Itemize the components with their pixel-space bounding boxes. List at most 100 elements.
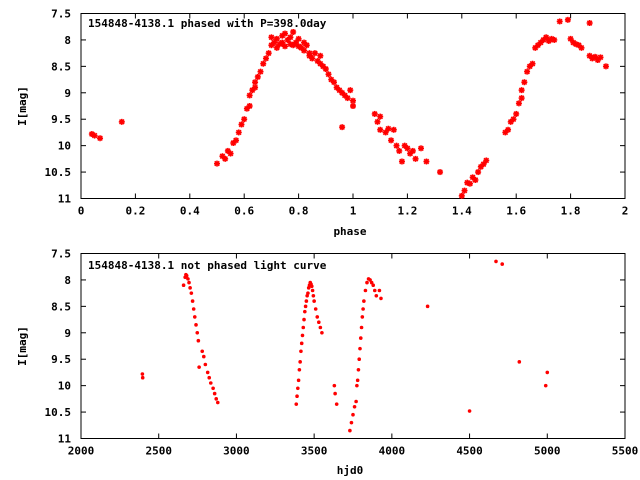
- data-point: [377, 288, 382, 293]
- data-point: [467, 409, 472, 413]
- data-point: [365, 280, 369, 285]
- data-point: [393, 142, 400, 149]
- data-point: [352, 404, 357, 409]
- data-point: [313, 307, 318, 311]
- data-point: [265, 50, 272, 57]
- data-point: [295, 394, 299, 399]
- data-point: [192, 315, 197, 319]
- data-point: [472, 177, 479, 183]
- data-point: [189, 291, 194, 295]
- data-point: [311, 293, 316, 298]
- y-tick-label: 9.5: [51, 353, 71, 366]
- data-point: [510, 116, 517, 123]
- data-point: [466, 180, 473, 187]
- x-tick-label: 1.6: [506, 205, 526, 218]
- y-tick-label: 9: [64, 87, 71, 100]
- y-tick-label: 10: [58, 140, 71, 153]
- data-point: [205, 370, 210, 375]
- data-point: [312, 299, 316, 303]
- x-tick-label: 2000: [68, 445, 95, 458]
- data-point: [317, 320, 321, 325]
- data-point: [187, 280, 191, 285]
- data-point: [233, 137, 240, 144]
- y-tick-label: 9: [64, 327, 71, 340]
- data-point: [299, 341, 304, 346]
- data-point: [300, 333, 305, 338]
- data-point: [310, 284, 314, 289]
- unphased-light-curve-panel: 154848-4138.1 not phased light curve hjd…: [16, 248, 638, 478]
- data-point: [586, 20, 593, 27]
- data-point: [423, 158, 430, 165]
- data-point: [334, 402, 339, 406]
- x-tick-label: 0: [78, 205, 85, 218]
- data-point: [355, 378, 360, 383]
- data-point: [294, 402, 299, 406]
- data-point: [186, 277, 190, 281]
- data-point: [320, 330, 324, 335]
- y-tick-label: 10: [58, 380, 71, 393]
- data-point: [299, 349, 303, 354]
- data-point: [351, 412, 355, 417]
- data-point: [372, 288, 377, 293]
- y-tick-label: 9.5: [51, 113, 71, 126]
- data-point: [296, 378, 301, 383]
- data-point: [297, 367, 302, 372]
- data-point: [545, 370, 550, 375]
- data-point: [246, 103, 253, 109]
- x-tick-label: 0.2: [125, 205, 145, 218]
- data-point: [197, 365, 201, 369]
- data-point: [358, 336, 363, 340]
- data-point: [303, 42, 310, 49]
- x-tick-label: 1.8: [561, 205, 581, 218]
- data-point: [390, 126, 397, 133]
- data-point: [330, 79, 337, 86]
- data-point: [214, 160, 220, 167]
- x-tick-label: 2: [622, 205, 629, 218]
- data-point: [518, 87, 525, 94]
- data-point: [262, 55, 269, 62]
- data-point: [513, 110, 520, 117]
- y-tick-label: 8.5: [51, 60, 71, 73]
- data-point: [196, 338, 201, 343]
- data-point: [257, 68, 264, 75]
- data-point: [475, 169, 482, 176]
- data-point: [188, 286, 192, 290]
- data-point: [543, 383, 548, 388]
- data-point: [398, 158, 405, 165]
- data-point: [211, 386, 215, 391]
- y-tick-label: 7.5: [51, 248, 71, 261]
- data-point: [302, 317, 306, 322]
- data-point: [254, 73, 261, 80]
- x-tick-label: 5000: [534, 445, 561, 458]
- data-point: [311, 50, 318, 57]
- data-point: [325, 71, 332, 78]
- data-point: [412, 155, 419, 162]
- y-tick-label: 11: [58, 193, 72, 206]
- data-point: [287, 34, 294, 41]
- data-point: [290, 29, 297, 35]
- phased-x-axis-label: phase: [333, 225, 366, 238]
- data-point: [184, 273, 189, 278]
- data-point: [425, 304, 430, 309]
- data-point: [494, 259, 498, 264]
- data-point: [355, 383, 359, 388]
- data-point: [348, 428, 352, 433]
- data-point: [310, 288, 315, 293]
- data-point: [404, 145, 411, 152]
- data-point: [282, 30, 288, 37]
- data-point: [602, 63, 609, 70]
- data-point: [437, 169, 444, 176]
- x-tick-label: 3000: [223, 445, 250, 458]
- data-point: [201, 354, 206, 359]
- data-point: [246, 92, 253, 99]
- data-point: [360, 315, 365, 319]
- y-tick-label: 10.5: [45, 406, 72, 419]
- data-point: [260, 60, 267, 67]
- data-point: [322, 66, 329, 72]
- data-point: [301, 47, 308, 54]
- data-point: [361, 307, 365, 311]
- x-tick-label: 1: [350, 205, 357, 218]
- data-point: [374, 118, 381, 125]
- data-point: [241, 116, 248, 123]
- unphased-x-axis-label: hjd0: [337, 464, 364, 477]
